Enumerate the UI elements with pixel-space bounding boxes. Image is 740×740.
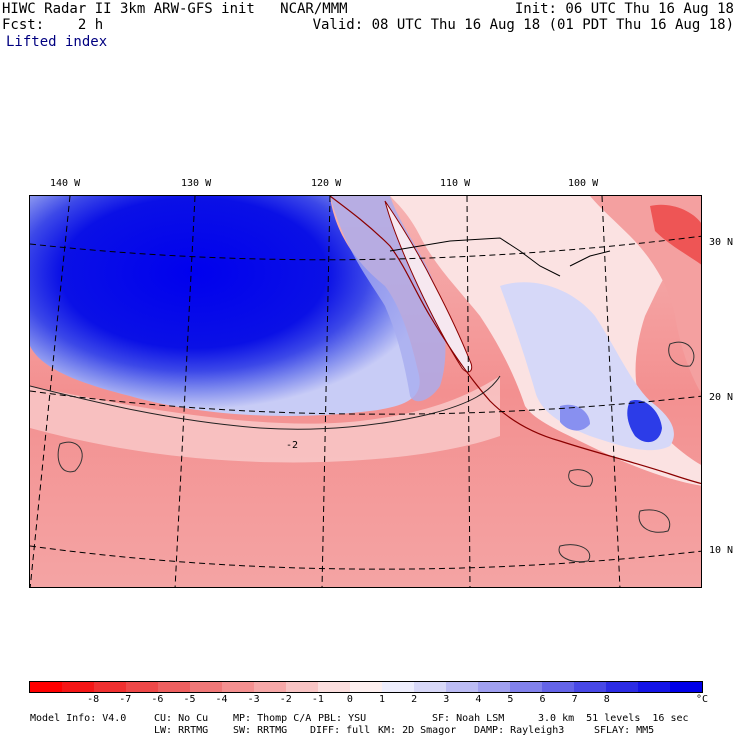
- unstable-cell-ne: [650, 204, 701, 265]
- meridian-140w: [30, 196, 71, 587]
- patch: [668, 341, 695, 367]
- colorbar-label: 5: [507, 694, 514, 705]
- contour-line: [30, 375, 501, 430]
- contour-label: -2: [286, 440, 298, 451]
- contour-patches: [57, 341, 695, 563]
- colorbar-label: -7: [119, 694, 132, 705]
- colorbar-label: -3: [247, 694, 260, 705]
- us-mexico-border: [389, 237, 561, 277]
- colorbar-label: 0: [346, 694, 353, 705]
- colorbar-swatch: [414, 682, 446, 692]
- parallel-30n: [30, 235, 701, 261]
- colorbar-swatch: [190, 682, 222, 692]
- colorbar-label: -8: [87, 694, 100, 705]
- forecast-hour: Fcst: 2 h: [2, 17, 104, 33]
- meridian-120w: [321, 196, 331, 587]
- colorbar-swatch: [478, 682, 510, 692]
- patch: [568, 469, 593, 487]
- footer-sw: SW: RRTMG: [233, 725, 288, 736]
- colorbar-swatch: [62, 682, 94, 692]
- map-canvas: -2: [30, 196, 701, 587]
- coastline: [329, 196, 701, 485]
- patch: [638, 509, 671, 533]
- colorbar-swatch: [318, 682, 350, 692]
- footer-lw: LW: RRTMG: [154, 725, 209, 736]
- baja-peninsula: [384, 200, 473, 373]
- lon-label-130w: 130 W: [181, 178, 212, 189]
- colorbar-swatch: [30, 682, 62, 692]
- footer-grid: 3.0 km 51 levels 16 sec: [538, 713, 689, 724]
- colorbar-swatch: [670, 682, 702, 692]
- footer-sf: SF: Noah LSM: [432, 713, 505, 724]
- colorbar-label: -4: [215, 694, 228, 705]
- footer-mp: MP: Thomp C/A: [233, 713, 312, 724]
- colorbar-label: -1: [311, 694, 324, 705]
- colorbar-label: -5: [183, 694, 196, 705]
- footer-km: KM: 2D Smagor: [378, 725, 457, 736]
- footer-pbl: PBL: YSU: [318, 713, 367, 724]
- colorbar-unit: °C: [695, 694, 709, 705]
- colorbar-swatch: [446, 682, 478, 692]
- colorbar-swatch: [126, 682, 158, 692]
- footer-damp: DAMP: Rayleigh3: [474, 725, 565, 736]
- colorbar-swatch: [286, 682, 318, 692]
- valid-time: Valid: 08 UTC Thu 16 Aug 18 (01 PDT Thu …: [312, 17, 734, 33]
- footer-sflay: SFLAY: MM5: [594, 725, 655, 736]
- colorbar-swatch: [574, 682, 606, 692]
- colorbar-swatch: [542, 682, 574, 692]
- colorbar-label: 2: [411, 694, 418, 705]
- colorbar-label: 6: [539, 694, 546, 705]
- colorbar-label: 1: [379, 694, 386, 705]
- patch: [558, 544, 591, 563]
- colorbar-swatch: [222, 682, 254, 692]
- footer-diff: DIFF: full: [310, 725, 371, 736]
- lat-label-20n: 20 N: [709, 392, 734, 403]
- state-border: [569, 250, 611, 267]
- colorbar-swatch: [158, 682, 190, 692]
- stable-cell-west: [560, 404, 590, 431]
- colorbar: [29, 681, 703, 693]
- footer-cu: CU: No Cu: [154, 713, 209, 724]
- colorbar-label: -6: [151, 694, 164, 705]
- field-name: Lifted index: [6, 34, 108, 50]
- meridian-100w: [601, 196, 621, 587]
- lon-label-140w: 140 W: [50, 178, 81, 189]
- colorbar-label: 3: [443, 694, 450, 705]
- transition-band: [30, 376, 500, 463]
- meridian-130w: [174, 196, 196, 587]
- colorbar-swatch: [254, 682, 286, 692]
- colorbar-swatch: [350, 682, 382, 692]
- colorbar-swatch: [382, 682, 414, 692]
- colorbar-swatch: [606, 682, 638, 692]
- patch: [57, 441, 83, 473]
- lat-label-10n: 10 N: [709, 545, 734, 556]
- parallel-20n: [30, 390, 701, 415]
- graticule: [30, 196, 701, 587]
- colorbar-label: 8: [603, 694, 610, 705]
- lon-label-120w: 120 W: [311, 178, 342, 189]
- init-time: Init: 06 UTC Thu 16 Aug 18: [514, 1, 734, 17]
- colorbar-label: 4: [475, 694, 482, 705]
- colorbar-swatch: [94, 682, 126, 692]
- colorbar-label: -2: [279, 694, 292, 705]
- stable-fringe: [330, 196, 446, 402]
- footer-model-info: Model Info: V4.0: [30, 713, 127, 724]
- colorbar-swatch: [638, 682, 670, 692]
- colorbar-label: 7: [571, 694, 578, 705]
- lon-label-100w: 100 W: [568, 178, 599, 189]
- lifted-index-map: -2: [29, 195, 702, 588]
- colorbar-swatch: [510, 682, 542, 692]
- lon-label-110w: 110 W: [440, 178, 471, 189]
- stable-cell-south: [627, 400, 662, 443]
- model-title: HIWC Radar II 3km ARW-GFS init NCAR/MMM: [2, 1, 348, 17]
- parallel-10n: [30, 545, 701, 570]
- meridian-110w: [466, 196, 471, 587]
- stable-region: [30, 196, 420, 416]
- lat-label-30n: 30 N: [709, 237, 734, 248]
